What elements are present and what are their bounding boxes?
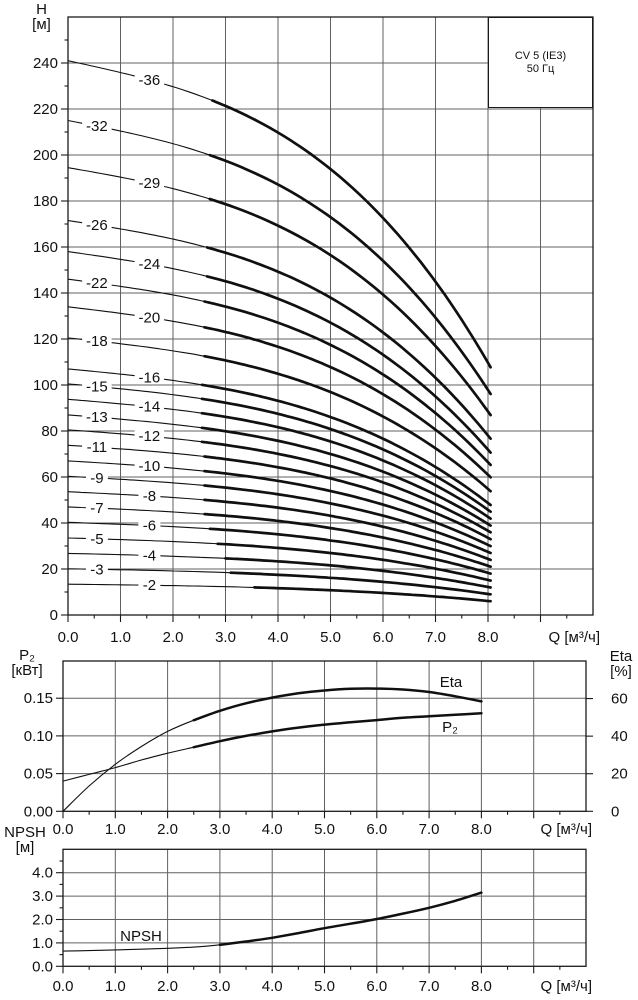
svg-text:5.0: 5.0: [320, 629, 341, 646]
svg-text:2.0: 2.0: [163, 629, 184, 646]
svg-text:4.0: 4.0: [268, 629, 289, 646]
svg-text:-22: -22: [86, 275, 108, 292]
pump-frequency: 50 Гц: [526, 62, 555, 75]
svg-text:-32: -32: [86, 118, 108, 135]
svg-text:0.15: 0.15: [24, 690, 53, 707]
svg-text:-15: -15: [86, 378, 108, 395]
head-flow-unit-label: Q [м³/ч]: [548, 629, 600, 646]
svg-text:220: 220: [33, 101, 58, 118]
npsh-axis-title-line2: [м]: [15, 839, 35, 856]
npsh-axis-title-line1: NPSH: [4, 824, 46, 841]
svg-text:4.0: 4.0: [262, 821, 283, 838]
svg-text:20: 20: [611, 766, 628, 783]
svg-text:1.0: 1.0: [105, 821, 126, 838]
svg-text:40: 40: [41, 515, 58, 532]
svg-text:-29: -29: [139, 175, 161, 192]
svg-text:100: 100: [33, 377, 58, 394]
svg-text:6.0: 6.0: [366, 821, 387, 838]
pump-type-name: CV 5 (IE3): [514, 49, 567, 62]
svg-text:-10: -10: [139, 458, 161, 475]
svg-text:200: 200: [33, 147, 58, 164]
eta-axis-title-line2: [%]: [610, 663, 632, 680]
svg-text:160: 160: [33, 239, 58, 256]
svg-text:240: 240: [33, 55, 58, 72]
power-flow-unit-label: Q [м³/ч]: [540, 821, 592, 838]
svg-text:8.0: 8.0: [471, 821, 492, 838]
svg-text:0: 0: [50, 607, 58, 624]
svg-text:-8: -8: [143, 488, 156, 505]
svg-text:-18: -18: [86, 333, 108, 350]
svg-text:7.0: 7.0: [419, 978, 440, 995]
svg-text:20: 20: [41, 561, 58, 578]
svg-text:3.0: 3.0: [209, 821, 230, 838]
svg-text:0.0: 0.0: [53, 978, 74, 995]
svg-text:0.05: 0.05: [24, 766, 53, 783]
svg-text:2.0: 2.0: [157, 978, 178, 995]
svg-text:-9: -9: [90, 470, 103, 487]
svg-text:7.0: 7.0: [419, 821, 440, 838]
svg-text:120: 120: [33, 331, 58, 348]
npsh-flow-unit-label: Q [м³/ч]: [540, 978, 592, 995]
svg-text:2.0: 2.0: [32, 912, 53, 929]
svg-text:-6: -6: [143, 518, 156, 535]
svg-text:1.0: 1.0: [32, 935, 53, 952]
svg-text:0.0: 0.0: [32, 958, 53, 975]
svg-text:0.10: 0.10: [24, 728, 53, 745]
eta-axis-title: Eta [%]: [604, 649, 638, 679]
svg-text:Eta: Eta: [440, 674, 463, 691]
svg-text:-24: -24: [139, 256, 161, 273]
head-axis-title: H [м]: [19, 2, 64, 32]
svg-text:4.0: 4.0: [262, 978, 283, 995]
svg-text:60: 60: [611, 691, 628, 708]
svg-text:P₂: P₂: [442, 719, 458, 736]
svg-text:-36: -36: [139, 72, 161, 89]
svg-text:-14: -14: [139, 399, 161, 416]
svg-text:3.0: 3.0: [209, 978, 230, 995]
svg-text:-13: -13: [86, 409, 108, 426]
svg-text:7.0: 7.0: [425, 629, 446, 646]
svg-text:-26: -26: [86, 217, 108, 234]
svg-text:0.0: 0.0: [53, 821, 74, 838]
eta-axis-title-line1: Eta: [609, 648, 633, 665]
svg-text:-3: -3: [90, 561, 103, 578]
svg-text:-11: -11: [87, 439, 108, 456]
power-axis-title-line1: P₂: [19, 647, 35, 664]
svg-text:8.0: 8.0: [478, 629, 499, 646]
svg-text:140: 140: [33, 285, 58, 302]
svg-text:80: 80: [41, 423, 58, 440]
svg-text:NPSH: NPSH: [120, 928, 162, 945]
pump-type-box: CV 5 (IE3) 50 Гц: [488, 17, 593, 108]
svg-text:180: 180: [33, 193, 58, 210]
svg-text:0.00: 0.00: [24, 803, 53, 820]
svg-text:-2: -2: [143, 577, 156, 594]
svg-text:0.0: 0.0: [58, 629, 79, 646]
svg-text:3.0: 3.0: [32, 888, 53, 905]
svg-text:0: 0: [611, 803, 619, 820]
svg-text:-16: -16: [139, 369, 161, 386]
svg-text:8.0: 8.0: [471, 978, 492, 995]
svg-text:6.0: 6.0: [373, 629, 394, 646]
svg-text:2.0: 2.0: [157, 821, 178, 838]
svg-text:6.0: 6.0: [366, 978, 387, 995]
npsh-axis-title: NPSH [м]: [1, 825, 49, 855]
svg-text:60: 60: [41, 469, 58, 486]
svg-text:5.0: 5.0: [314, 821, 335, 838]
svg-text:3.0: 3.0: [215, 629, 236, 646]
svg-text:-12: -12: [139, 428, 161, 445]
svg-text:-5: -5: [90, 531, 103, 548]
power-axis-title: P₂ [кВт]: [3, 648, 51, 678]
svg-text:4.0: 4.0: [32, 865, 53, 882]
svg-text:40: 40: [611, 728, 628, 745]
head-axis-title-line2: [м]: [32, 16, 51, 33]
svg-text:-20: -20: [139, 309, 161, 326]
svg-text:5.0: 5.0: [314, 978, 335, 995]
power-axis-title-line2: [кВт]: [11, 662, 43, 679]
svg-text:-4: -4: [143, 547, 156, 564]
svg-text:1.0: 1.0: [110, 629, 131, 646]
svg-text:1.0: 1.0: [105, 978, 126, 995]
head-axis-title-line1: H: [36, 1, 47, 18]
svg-text:-7: -7: [90, 500, 103, 517]
